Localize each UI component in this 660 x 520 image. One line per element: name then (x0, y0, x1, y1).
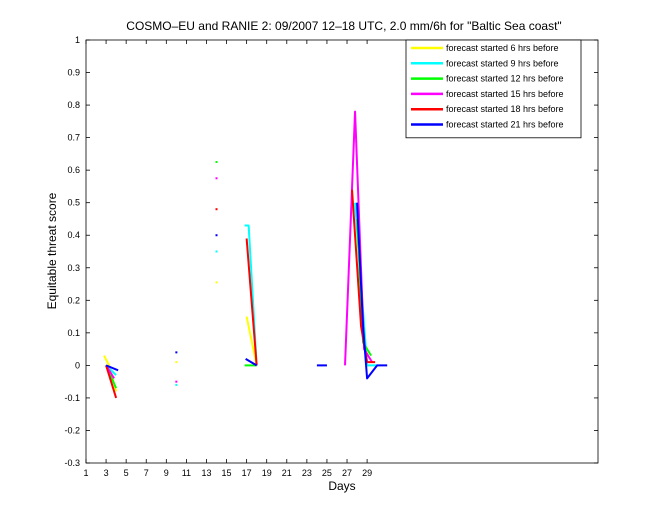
y-tick-label: 0.4 (67, 230, 80, 240)
series-line (244, 224, 258, 366)
chart-title: COSMO–EU and RANIE 2: 09/2007 12–18 UTC,… (126, 19, 561, 33)
legend-label: forecast started 9 hrs before (446, 58, 559, 68)
y-tick-label: 0 (75, 360, 80, 370)
legend-label: forecast started 21 hrs before (446, 120, 564, 130)
series-line (105, 365, 118, 399)
y-tick-label: -0.1 (64, 393, 80, 403)
data-point (175, 383, 178, 386)
series-6 (105, 202, 388, 380)
series-line (344, 110, 373, 366)
data-point (215, 208, 218, 211)
series-line (245, 358, 258, 367)
y-tick-label: 0.3 (67, 263, 80, 273)
legend: forecast started 6 hrs before forecast st… (405, 39, 582, 139)
x-tick-label: 11 (182, 468, 191, 478)
y-tick-label: 0.9 (67, 68, 80, 78)
y-tick-label: 0.8 (67, 100, 80, 110)
data-point (215, 177, 218, 180)
data-point (175, 361, 178, 364)
x-axis-label: Days (328, 479, 355, 493)
x-tick-label: 9 (164, 468, 169, 478)
y-tick-label: -0.3 (64, 458, 80, 468)
x-tick-label: 25 (322, 468, 332, 478)
x-tick-label: 5 (124, 468, 129, 478)
x-tick-label: 23 (302, 468, 312, 478)
data-point (175, 380, 178, 383)
data-point (215, 250, 218, 253)
legend-label: forecast started 15 hrs before (446, 89, 564, 99)
x-tick-label: 15 (222, 468, 232, 478)
series-line (245, 238, 258, 366)
data-point (215, 281, 218, 284)
x-tick-label: 17 (242, 468, 252, 478)
series-line (105, 364, 119, 372)
y-tick-label: 0.2 (67, 295, 80, 305)
y-tick-label: 0.7 (67, 133, 80, 143)
x-tick-label: 29 (362, 468, 372, 478)
series-layer (103, 110, 388, 399)
y-tick-label: -0.2 (64, 425, 80, 435)
legend-label: forecast started 6 hrs before (446, 43, 559, 53)
y-tick-label: 0.5 (67, 198, 80, 208)
x-tick-label: 3 (104, 468, 109, 478)
x-tick-label: 13 (201, 468, 211, 478)
legend-box (405, 39, 582, 139)
x-tick-label: 7 (144, 468, 149, 478)
y-tick-label: 0.1 (67, 328, 80, 338)
y-tick-label: 1 (75, 35, 80, 45)
data-point (215, 234, 218, 237)
y-axis-label: Equitable threat score (45, 192, 59, 309)
x-tick-label: 21 (282, 468, 292, 478)
data-point (215, 161, 218, 164)
x-tick-label: 27 (342, 468, 352, 478)
legend-label: forecast started 12 hrs before (446, 74, 564, 84)
legend-label: forecast started 18 hrs before (446, 104, 564, 114)
series-line (356, 202, 388, 380)
x-tick-label: 1 (83, 468, 88, 478)
series-line (245, 316, 258, 366)
data-point (175, 351, 178, 354)
axis-ticks: 1 3 5 7 9 11 13 15 17 19 21 23 25 27 29-0.3-0.2-0.100.… (64, 35, 598, 478)
x-tick-label: 19 (262, 468, 272, 478)
y-tick-label: 0.6 (67, 165, 80, 175)
